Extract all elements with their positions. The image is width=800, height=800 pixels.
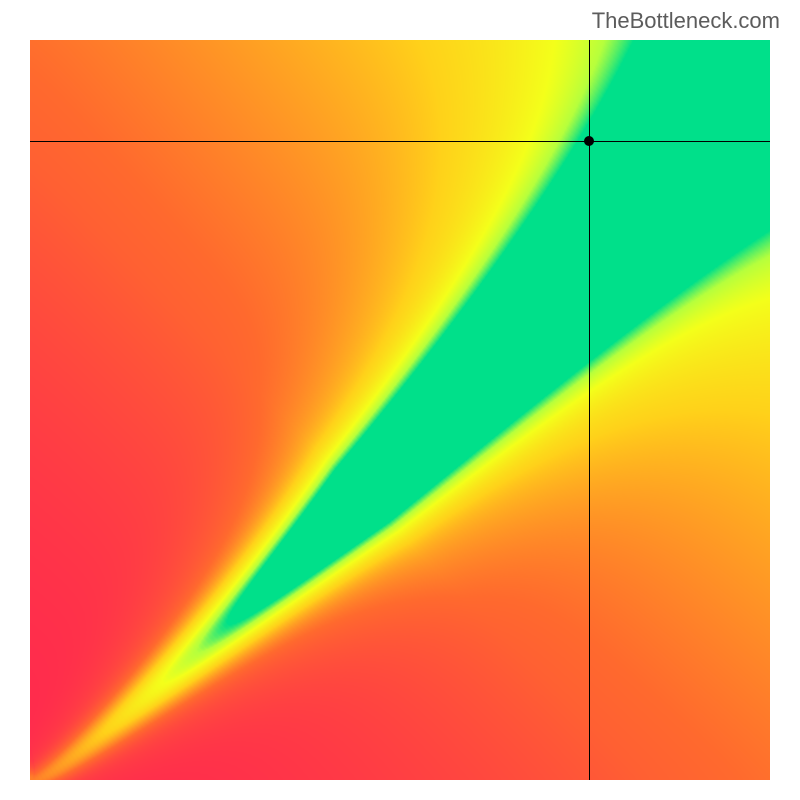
crosshair-vertical [589, 40, 590, 780]
watermark-text: TheBottleneck.com [592, 8, 780, 34]
heatmap-canvas [30, 40, 770, 780]
crosshair-marker-dot [584, 136, 594, 146]
crosshair-horizontal [30, 141, 770, 142]
bottleneck-heatmap [30, 40, 770, 780]
